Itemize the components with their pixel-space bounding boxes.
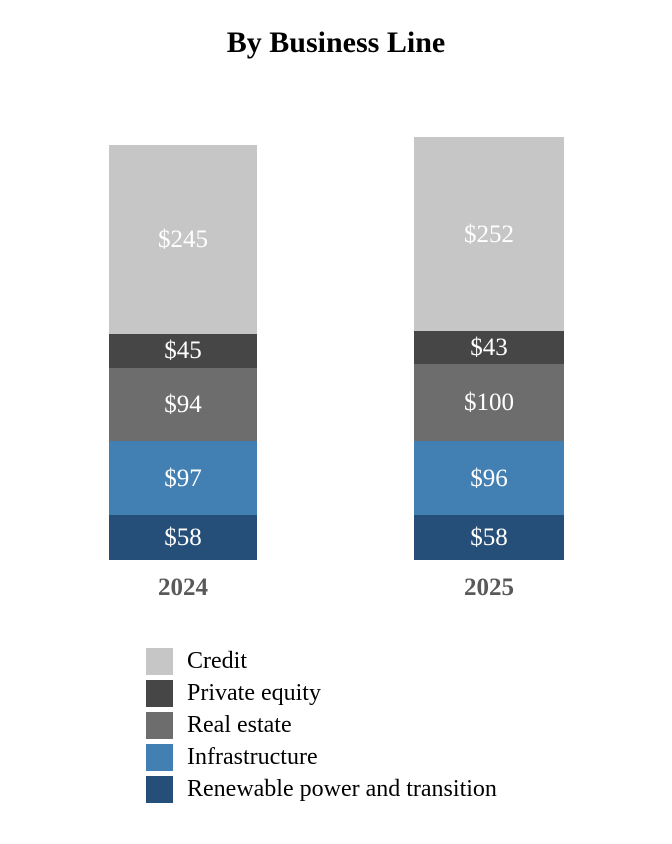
legend-item-credit: Credit — [146, 645, 497, 677]
x-axis-label-2024: 2024 — [158, 574, 208, 601]
chart-legend: Credit Private equity Real estate Infrastru… — [146, 645, 497, 805]
segment-real-estate-2025: $100 — [414, 364, 564, 442]
segment-renewable-power-and-transition-2025: $58 — [414, 515, 564, 560]
legend-label-renewable-power-and-transition: Renewable power and transition — [187, 775, 497, 802]
stacked-bars-area: $245 $45 $94 $97 $58 $252 $43 $100 $96 $58 — [109, 137, 564, 560]
value-label-credit-2024: $245 — [158, 225, 208, 253]
legend-swatch-infrastructure — [146, 743, 173, 771]
legend-label-private-equity: Private equity — [187, 679, 321, 706]
segment-private-equity-2025: $43 — [414, 331, 564, 365]
legend-item-renewable-power-and-transition: Renewable power and transition — [146, 773, 497, 805]
value-label-infrastructure-2025: $96 — [470, 464, 508, 492]
segment-credit-2025: $252 — [414, 137, 564, 332]
segment-infrastructure-2025: $96 — [414, 441, 564, 516]
value-label-renewable-power-and-transition-2025: $58 — [470, 524, 508, 552]
bar-2025: $252 $43 $100 $96 $58 — [414, 137, 564, 560]
x-axis-label-2025: 2025 — [464, 574, 514, 601]
segment-renewable-power-and-transition-2024: $58 — [109, 515, 257, 560]
value-label-private-equity-2024: $45 — [164, 337, 202, 365]
value-label-real-estate-2025: $100 — [464, 389, 514, 417]
legend-swatch-credit — [146, 647, 173, 675]
x-axis-labels: 2024 2025 — [0, 574, 672, 604]
legend-label-credit: Credit — [187, 647, 247, 674]
segment-real-estate-2024: $94 — [109, 368, 257, 441]
segment-credit-2024: $245 — [109, 145, 257, 334]
legend-item-real-estate: Real estate — [146, 709, 497, 741]
value-label-real-estate-2024: $94 — [164, 390, 202, 418]
legend-label-real-estate: Real estate — [187, 711, 292, 738]
segment-infrastructure-2024: $97 — [109, 440, 257, 516]
legend-swatch-private-equity — [146, 679, 173, 707]
chart-title: By Business Line — [226, 26, 446, 59]
legend-item-infrastructure: Infrastructure — [146, 741, 497, 773]
legend-swatch-real-estate — [146, 711, 173, 739]
bar-2024: $245 $45 $94 $97 $58 — [109, 145, 257, 560]
value-label-renewable-power-and-transition-2024: $58 — [164, 524, 202, 552]
value-label-credit-2025: $252 — [464, 220, 514, 248]
value-label-infrastructure-2024: $97 — [164, 464, 202, 492]
segment-private-equity-2024: $45 — [109, 333, 257, 369]
legend-swatch-renewable-power-and-transition — [146, 775, 173, 803]
value-label-private-equity-2025: $43 — [470, 334, 508, 362]
legend-label-infrastructure: Infrastructure — [187, 743, 318, 770]
legend-item-private-equity: Private equity — [146, 677, 497, 709]
